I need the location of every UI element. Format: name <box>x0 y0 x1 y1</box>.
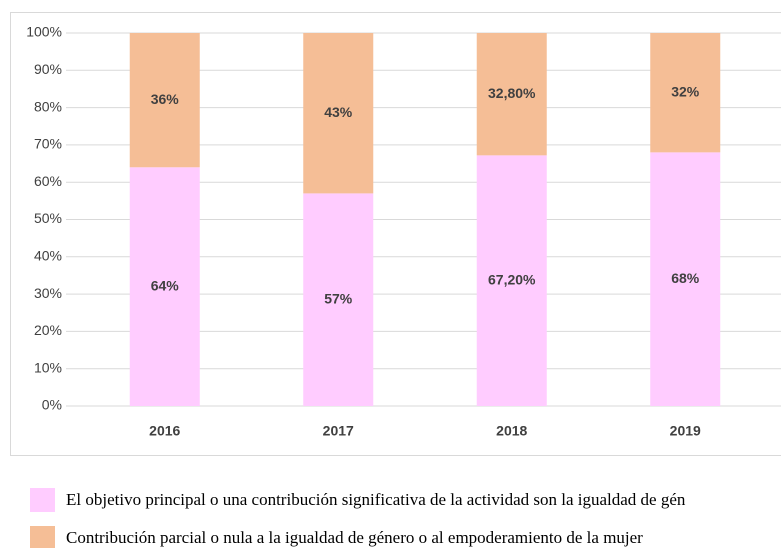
legend-label: Contribución parcial o nula a la igualda… <box>66 528 643 547</box>
bar-segment <box>476 155 547 406</box>
y-tick-label: 60% <box>34 173 62 189</box>
legend-label: El objetivo principal o una contribución… <box>66 490 686 509</box>
bar-segment <box>129 167 200 406</box>
x-tick-label: 2019 <box>670 423 701 439</box>
y-tick-label: 20% <box>34 322 62 338</box>
y-tick-label: 50% <box>34 210 62 226</box>
data-label: 64% <box>151 277 180 293</box>
data-label: 68% <box>671 270 700 286</box>
x-tick-label: 2017 <box>323 423 354 439</box>
data-label: 57% <box>324 290 353 306</box>
bar-segment <box>303 193 374 406</box>
y-tick-label: 30% <box>34 285 62 301</box>
bar-segment <box>650 33 721 153</box>
bar-segment <box>476 33 547 156</box>
y-tick-label: 40% <box>34 248 62 264</box>
data-label: 67,20% <box>488 271 536 287</box>
data-label: 32,80% <box>488 85 536 101</box>
y-tick-label: 70% <box>34 136 62 152</box>
bar-segment <box>129 33 200 168</box>
y-tick-label: 90% <box>34 61 62 77</box>
legend-swatch <box>30 488 55 512</box>
data-label: 36% <box>151 91 180 107</box>
y-tick-label: 10% <box>34 359 62 375</box>
bar-segment <box>650 152 721 406</box>
y-tick-label: 80% <box>34 98 62 114</box>
x-tick-label: 2016 <box>149 423 180 439</box>
x-tick-label: 2018 <box>496 423 527 439</box>
chart-border <box>10 12 781 456</box>
legend-swatch <box>30 526 55 548</box>
y-tick-label: 100% <box>26 24 62 40</box>
bar-segment <box>303 33 374 194</box>
data-label: 43% <box>324 104 353 120</box>
data-label: 32% <box>671 83 700 99</box>
y-tick-label: 0% <box>42 397 62 413</box>
